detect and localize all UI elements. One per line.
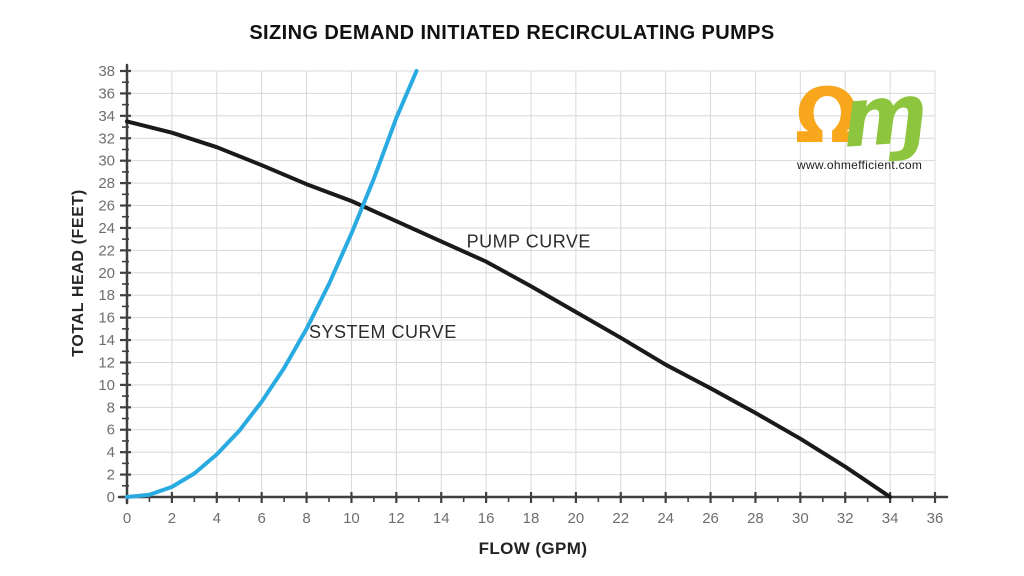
y-tick-label: 6 <box>107 422 115 439</box>
y-tick-label: 22 <box>98 242 115 259</box>
y-tick-label: 8 <box>107 399 115 416</box>
y-tick-label: 16 <box>98 310 115 327</box>
x-tick-label: 2 <box>168 510 176 527</box>
x-tick-label: 20 <box>568 510 585 527</box>
x-tick-label: 32 <box>837 510 854 527</box>
x-tick-label: 34 <box>882 510 899 527</box>
y-tick-label: 14 <box>98 332 115 349</box>
y-tick-label: 2 <box>107 467 115 484</box>
x-tick-label: 30 <box>792 510 809 527</box>
x-tick-label: 6 <box>257 510 265 527</box>
y-tick-label: 36 <box>98 85 115 102</box>
x-tick-label: 0 <box>123 510 131 527</box>
x-tick-label: 14 <box>433 510 450 527</box>
y-tick-label: 10 <box>98 377 115 394</box>
y-tick-label: 28 <box>98 175 115 192</box>
y-tick-label: 38 <box>98 63 115 80</box>
y-tick-label: 30 <box>98 153 115 170</box>
ohmefficient-logo: Ω ɱ www.ohmefficient.com <box>795 62 945 182</box>
x-axis-title: FLOW (GPM) <box>478 539 588 558</box>
series-system-curve-line <box>125 69 419 499</box>
curve-label-pump-curve: PUMP CURVE <box>467 231 591 251</box>
x-tick-label: 24 <box>657 510 674 527</box>
x-tick-label: 28 <box>747 510 764 527</box>
y-tick-label: 26 <box>98 198 115 215</box>
x-tick-label: 16 <box>478 510 495 527</box>
x-tick-label: 10 <box>343 510 360 527</box>
y-axis-title: TOTAL HEAD (FEET) <box>70 189 87 357</box>
logo-website-url: www.ohmefficient.com <box>797 158 923 172</box>
chart-title: SIZING DEMAND INITIATED RECIRCULATING PU… <box>249 22 775 44</box>
x-tick-label: 36 <box>927 510 944 527</box>
y-tick-label: 18 <box>98 287 115 304</box>
x-tick-label: 4 <box>213 510 221 527</box>
series-pump-curve-line <box>125 119 893 499</box>
omega-icon: Ω <box>795 71 860 160</box>
y-tick-label: 12 <box>98 354 115 371</box>
y-tick-label: 32 <box>98 130 115 147</box>
x-tick-label: 22 <box>612 510 629 527</box>
y-tick-label: 34 <box>98 108 115 125</box>
x-tick-label: 8 <box>302 510 310 527</box>
y-tick-label: 20 <box>98 265 115 282</box>
y-tick-label: 4 <box>107 444 115 461</box>
logo-m-icon: ɱ <box>837 66 930 167</box>
y-tick-label: 24 <box>98 220 115 237</box>
x-tick-label: 18 <box>523 510 540 527</box>
x-tick-label: 12 <box>388 510 405 527</box>
y-tick-label: 0 <box>107 489 115 506</box>
curve-label-system-curve: SYSTEM CURVE <box>309 322 457 342</box>
x-tick-label: 26 <box>702 510 719 527</box>
